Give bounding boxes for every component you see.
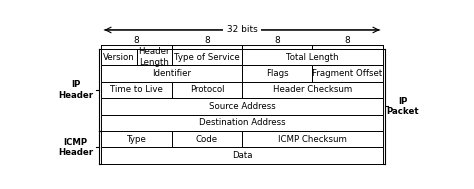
Text: Type of Service: Type of Service: [174, 53, 240, 62]
Text: Time to Live: Time to Live: [110, 85, 163, 94]
Text: Header
Length: Header Length: [138, 47, 170, 67]
Text: 32 bits: 32 bits: [224, 26, 260, 34]
Text: Data: Data: [232, 151, 252, 160]
Bar: [101, 82, 172, 98]
Text: Code: Code: [196, 135, 218, 144]
Text: Total Length: Total Length: [286, 53, 338, 62]
Text: Header Checksum: Header Checksum: [273, 85, 352, 94]
Bar: [242, 131, 383, 147]
Bar: [137, 49, 172, 65]
Bar: [101, 147, 383, 164]
Text: 8: 8: [345, 36, 350, 45]
Bar: [312, 65, 383, 82]
Text: ICMP Checksum: ICMP Checksum: [278, 135, 346, 144]
Text: Identifier: Identifier: [152, 69, 191, 78]
Text: Source Address: Source Address: [209, 102, 275, 111]
Text: IP
Header: IP Header: [58, 80, 93, 100]
Bar: [101, 65, 242, 82]
Bar: [101, 49, 137, 65]
Text: Fragment Offset: Fragment Offset: [312, 69, 383, 78]
Text: Flags: Flags: [266, 69, 289, 78]
Bar: [172, 49, 242, 65]
Text: 8: 8: [134, 36, 139, 45]
Text: Protocol: Protocol: [190, 85, 224, 94]
Text: 8: 8: [204, 36, 210, 45]
Bar: [101, 115, 383, 131]
Text: 8: 8: [274, 36, 280, 45]
Bar: [242, 49, 383, 65]
Text: Type: Type: [127, 135, 146, 144]
Text: Version: Version: [103, 53, 135, 62]
Bar: [101, 98, 383, 115]
Bar: [242, 82, 383, 98]
Text: IP
Packet: IP Packet: [386, 97, 419, 116]
Text: Destination Address: Destination Address: [199, 118, 285, 127]
Bar: [172, 131, 242, 147]
Bar: [242, 65, 312, 82]
Bar: [172, 82, 242, 98]
Bar: [101, 131, 172, 147]
Text: ICMP
Header: ICMP Header: [58, 138, 93, 157]
